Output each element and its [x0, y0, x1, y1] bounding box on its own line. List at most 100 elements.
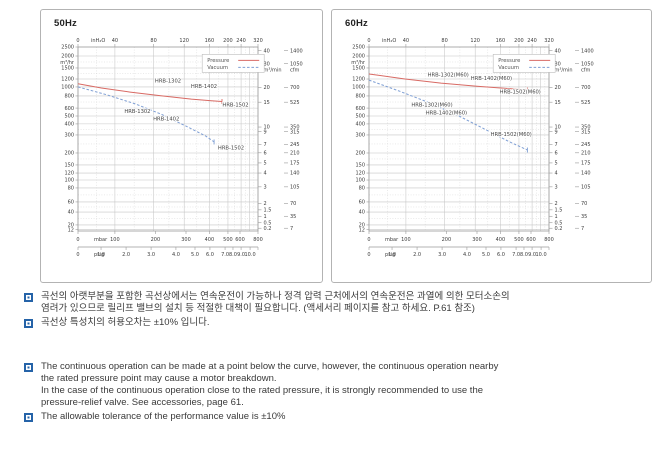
axis-tick-label: 6 [264, 151, 267, 157]
axis-tick-label: 315 [581, 129, 591, 135]
axis-tick-label: 400 [64, 122, 74, 128]
axis-tick-label: 160 [496, 38, 506, 44]
axis-tick-label: 150 [355, 163, 365, 169]
note-line: 염려가 있으므로 릴리프 밸브의 설치 등 적절한 대책이 필요합니다. (액세… [41, 303, 475, 314]
vacuum-curve [77, 86, 215, 143]
axis-tick-label: 12 [68, 227, 74, 233]
axis-tick-label: 525 [290, 100, 300, 106]
axis-unit-label: m³/hr [60, 60, 75, 66]
axis-tick-label: 4 [555, 171, 558, 177]
curve-label: HRB-1302 [124, 109, 150, 115]
axis-tick-label: 350 [581, 125, 591, 131]
axis-tick-label: 0.5 [555, 220, 563, 226]
axis-tick-label: 4 [264, 171, 267, 177]
axis-tick-label: 4.0 [172, 252, 180, 258]
axis-tick-label: 40 [555, 48, 561, 54]
axis-tick-label: 8.0 [520, 252, 528, 258]
axis-tick-label: 350 [290, 125, 300, 131]
axis-tick-label: 200 [442, 237, 452, 243]
curve-label: HRB-1502(M60) [491, 132, 532, 138]
curve-label: HRB-1402(M60) [426, 111, 467, 117]
axis-tick-label: 120 [355, 171, 365, 177]
axis-tick-label: 700 [290, 85, 300, 91]
notes-english: The continuous operation can be made at … [24, 361, 649, 425]
axis-unit-label: psig [94, 252, 104, 258]
note-line: In the case of the continuous operation … [41, 385, 484, 396]
axis-tick-label: 9.0 [237, 252, 245, 258]
axis-tick-label: 1.0 [388, 252, 396, 258]
axis-tick-label: 1200 [352, 77, 365, 83]
axis-tick-label: 200 [151, 237, 161, 243]
curve-label: HRB-1302(M60) [428, 72, 469, 78]
note-line: The allowable tolerance of the performan… [41, 411, 286, 422]
axis-tick-label: 0 [367, 252, 370, 258]
axis-tick-label: 1 [264, 214, 267, 220]
axis-unit-label: inH₂O [91, 38, 105, 44]
note-item: 곡선의 아랫부분을 포함한 곡선상에서는 연속운전이 가능하나 정격 압력 근처… [24, 291, 649, 315]
axis-tick-label: 2000 [352, 54, 365, 60]
axis-tick-label: 3 [555, 185, 558, 191]
note-text: The continuous operation can be made at … [41, 361, 498, 409]
axis-tick-label: 1000 [61, 85, 74, 91]
axis-tick-label: 2.0 [122, 252, 130, 258]
axis-tick-label: 10.0 [536, 252, 547, 258]
axis-tick-label: 2500 [61, 45, 74, 51]
axis-tick-label: 1050 [290, 61, 303, 67]
axis-tick-label: 600 [526, 237, 536, 243]
curve-label: HRB-1402 [191, 84, 217, 90]
axis-tick-label: 300 [64, 133, 74, 139]
axis-tick-label: 10 [555, 125, 561, 131]
axis-tick-label: 140 [581, 171, 591, 177]
note-line: the rated pressure point may cause a mot… [41, 373, 277, 384]
axis-tick-label: 5.0 [482, 252, 490, 258]
axis-tick-label: 500 [223, 237, 233, 243]
axis-tick-label: 500 [514, 237, 524, 243]
axis-tick-label: 3.0 [147, 252, 155, 258]
axis-tick-label: 40 [112, 38, 118, 44]
axis-tick-label: 2500 [352, 45, 365, 51]
axis-unit-label: inH₂O [382, 38, 396, 44]
note-bullet-icon [24, 293, 33, 302]
axis-tick-label: 800 [253, 237, 263, 243]
axis-tick-label: 200 [64, 151, 74, 157]
axis-tick-label: 0 [76, 237, 79, 243]
axis-tick-label: 1200 [61, 77, 74, 83]
legend-label: Vacuum [207, 65, 228, 71]
axis-tick-label: 7 [264, 142, 267, 148]
axis-tick-label: 245 [581, 142, 591, 148]
axis-tick-label: 35 [290, 214, 296, 220]
axis-unit-label: cfm [290, 68, 300, 74]
axis-tick-label: 525 [581, 100, 591, 106]
axis-tick-label: 80 [68, 186, 74, 192]
note-bullet-icon [24, 319, 33, 328]
axis-tick-label: 315 [290, 129, 300, 135]
axis-tick-label: 300 [355, 133, 365, 139]
axis-tick-label: 1400 [581, 48, 594, 54]
axis-unit-label: cfm [581, 68, 591, 74]
axis-tick-label: 0 [367, 237, 370, 243]
axis-tick-label: 175 [581, 161, 591, 167]
axis-tick-label: 0.5 [264, 220, 272, 226]
axis-tick-label: 80 [150, 38, 156, 44]
axis-tick-label: 60 [359, 200, 365, 206]
performance-chart-50hz: 0 40 80 120 160 200 240 320inH₂O250020001500120… [60, 38, 303, 258]
axis-tick-label: 300 [181, 237, 191, 243]
pressure-curve [368, 73, 528, 91]
axis-tick-label: 4.0 [463, 252, 471, 258]
axis-tick-label: 7 [290, 226, 293, 232]
axis-tick-label: 600 [64, 106, 74, 112]
axis-unit-label: m³/min [264, 68, 282, 74]
axis-tick-label: 5.0 [191, 252, 199, 258]
vacuum-curve [368, 79, 528, 151]
axis-tick-label: 1.0 [97, 252, 105, 258]
note-bullet-icon [24, 413, 33, 422]
axis-tick-label: 1500 [61, 66, 74, 72]
axis-tick-label: 600 [235, 237, 245, 243]
axis-tick-label: 2 [555, 201, 558, 207]
axis-tick-label: 120 [64, 171, 74, 177]
axis-tick-label: 10.0 [245, 252, 256, 258]
axis-tick-label: 1.5 [555, 208, 563, 214]
curve-label: HRB-1502 [218, 146, 244, 152]
axis-tick-label: 105 [581, 185, 591, 191]
axis-unit-label: mbar [385, 237, 399, 243]
